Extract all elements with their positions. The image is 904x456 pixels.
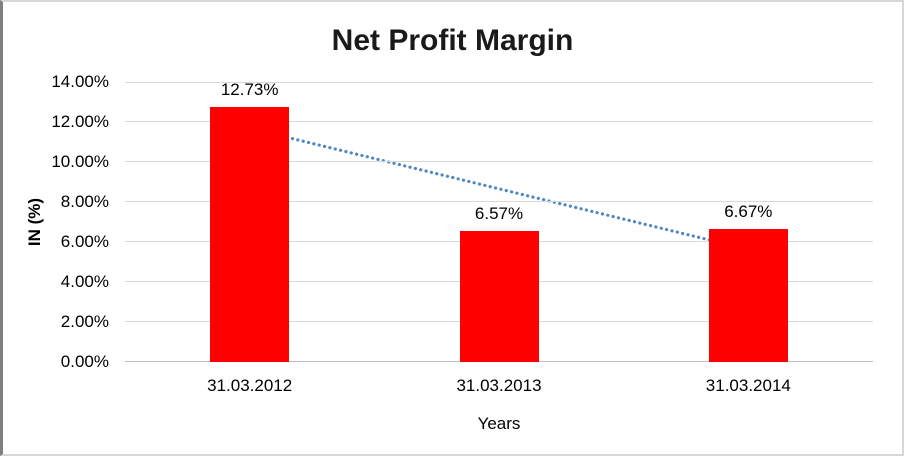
gridline	[125, 201, 873, 202]
chart-bar	[459, 230, 539, 362]
bar-data-label: 6.67%	[724, 201, 773, 221]
chart-title: Net Profit Margin	[331, 24, 574, 57]
x-axis-category-label: 31.03.2012	[207, 376, 293, 395]
y-axis-tick-label: 10.00%	[51, 152, 109, 171]
y-axis-tick-label: 8.00%	[60, 192, 109, 211]
y-axis-tick-label: 12.00%	[51, 112, 109, 131]
x-axis-title: Years	[477, 414, 521, 433]
plot-area	[125, 82, 873, 362]
bar-data-label: 6.57%	[474, 203, 524, 223]
y-axis-tick-label: 0.00%	[60, 352, 109, 371]
chart-bar	[708, 228, 788, 362]
gridline	[125, 121, 873, 122]
bar-data-label: 12.73%	[220, 80, 279, 100]
y-axis-tick-label: 14.00%	[51, 72, 109, 91]
x-axis-category-label: 31.03.2013	[456, 376, 542, 395]
gridline	[125, 161, 873, 162]
gridline	[125, 82, 873, 83]
y-axis-tick-label: 4.00%	[60, 272, 109, 291]
y-axis-tick-label: 6.00%	[60, 232, 109, 251]
chart-bar	[210, 107, 290, 362]
x-axis-category-label: 31.03.2014	[705, 376, 791, 395]
y-axis-tick-label: 2.00%	[60, 312, 109, 331]
